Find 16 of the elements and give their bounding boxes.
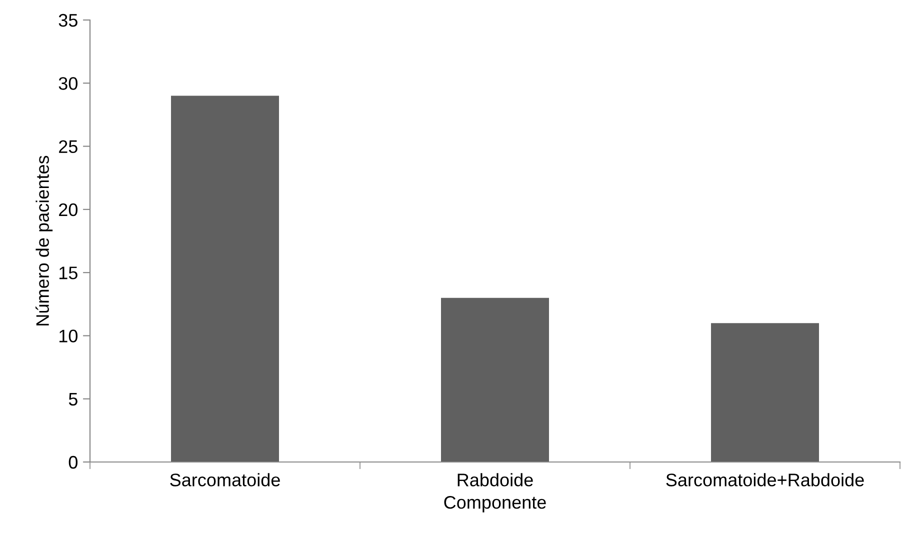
y-tick-label: 20 [59, 203, 78, 216]
y-tick-label: 25 [59, 140, 78, 154]
x-axis-title: Componente [444, 496, 546, 512]
y-tick-label: 5 [68, 392, 78, 406]
y-tick-label: 30 [58, 77, 78, 90]
y-tick-label: 0 [68, 456, 78, 469]
y-axis-title: Número de pacientes [36, 156, 53, 326]
y-tick-label: 10 [59, 330, 78, 342]
bar [441, 298, 549, 462]
x-tick-label: Sarcomatoide [170, 473, 280, 486]
x-tick-label: Rabdoide [458, 473, 533, 486]
y-tick-label: 35 [58, 14, 78, 27]
y-tick-label: 15 [59, 266, 78, 280]
bar [711, 323, 819, 462]
bar [171, 96, 279, 462]
x-tick-label: Sarcomatoide+Rabdoide [666, 473, 864, 486]
